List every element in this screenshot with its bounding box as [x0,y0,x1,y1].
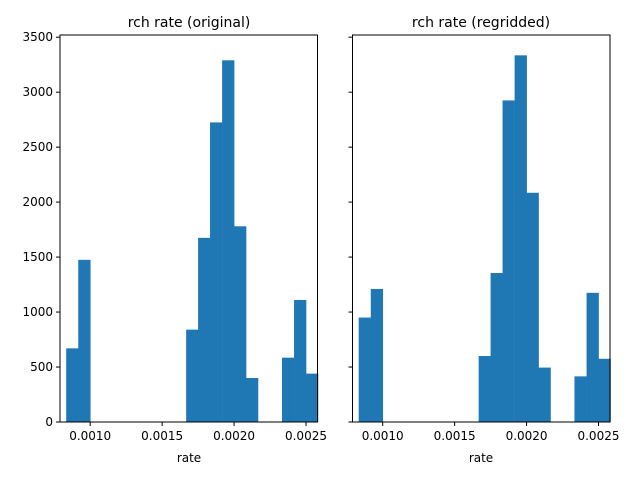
histogram-bar [358,317,371,422]
histogram-bar [514,55,527,423]
y-axis-ticks: 0 500 1000 1500 2000 2500 3000 3500 [22,30,60,429]
histogram-bar [305,373,319,423]
histogram-bar [78,259,91,422]
histogram-bar [478,356,491,422]
x-tick-label: 0.0015 [434,429,476,443]
histogram-bar [198,237,211,422]
panel-regridded: rch rate (regridded) 0.0010 0.0015 0.0020 0… [348,15,619,465]
chart-title: rch rate (original) [128,15,251,31]
y-axis-ticks [348,36,353,423]
histogram-bar [538,367,551,422]
panel-original: rch rate (original) 0.0010 0.0015 0.0020 0.… [22,15,327,465]
histogram-bar [186,329,199,422]
plot-frame [59,34,318,423]
bar-group [358,55,611,423]
y-tick-label: 3500 [22,30,53,44]
x-axis-label: rate [177,451,201,465]
histogram-bar [281,357,295,422]
x-axis-ticks: 0.0010 0.0015 0.0020 0.0025 [69,422,327,443]
histogram-bar [210,122,223,423]
histogram-bar [234,226,247,422]
y-tick-label: 0 [45,415,53,429]
y-tick-label: 2500 [22,140,53,154]
x-tick-label: 0.0010 [69,429,111,443]
x-axis-label: rate [469,451,493,465]
y-tick-label: 3000 [22,85,53,99]
x-tick-label: 0.0020 [506,429,548,443]
y-tick-label: 500 [30,360,53,374]
x-tick-label: 0.0025 [577,429,619,443]
histogram-bar [246,378,259,422]
x-tick-label: 0.0015 [141,429,183,443]
histogram-bar [598,358,611,422]
bar-group [66,60,319,423]
y-tick-label: 1500 [22,250,53,264]
histogram-bar [370,288,384,422]
chart-title: rch rate (regridded) [412,15,550,31]
histogram-bar [490,273,503,422]
plot-frame [352,34,611,423]
histogram-bar [586,292,599,422]
histogram-bar [66,348,79,422]
y-tick-label: 2000 [22,195,53,209]
histogram-bar [222,60,235,422]
x-axis-ticks: 0.0010 0.0015 0.0020 0.0025 [362,422,619,443]
x-tick-label: 0.0010 [362,429,404,443]
histogram-bar [526,192,539,422]
histogram-bar [574,376,587,422]
x-tick-label: 0.0025 [285,429,327,443]
histogram-bar [294,299,307,422]
x-tick-label: 0.0020 [213,429,255,443]
histogram-bar [502,100,515,423]
y-tick-label: 1000 [22,305,53,319]
